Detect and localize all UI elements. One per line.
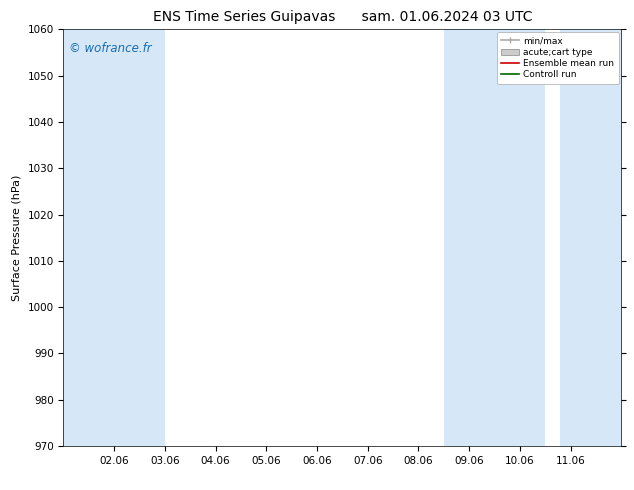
Legend: min/max, acute;cart type, Ensemble mean run, Controll run: min/max, acute;cart type, Ensemble mean …: [497, 32, 619, 84]
Bar: [63, 29, 165, 446]
Bar: [444, 29, 545, 446]
Text: © wofrance.fr: © wofrance.fr: [69, 42, 152, 55]
Title: ENS Time Series Guipavas      sam. 01.06.2024 03 UTC: ENS Time Series Guipavas sam. 01.06.2024…: [153, 10, 532, 24]
Bar: [560, 29, 621, 446]
Y-axis label: Surface Pressure (hPa): Surface Pressure (hPa): [12, 174, 22, 301]
